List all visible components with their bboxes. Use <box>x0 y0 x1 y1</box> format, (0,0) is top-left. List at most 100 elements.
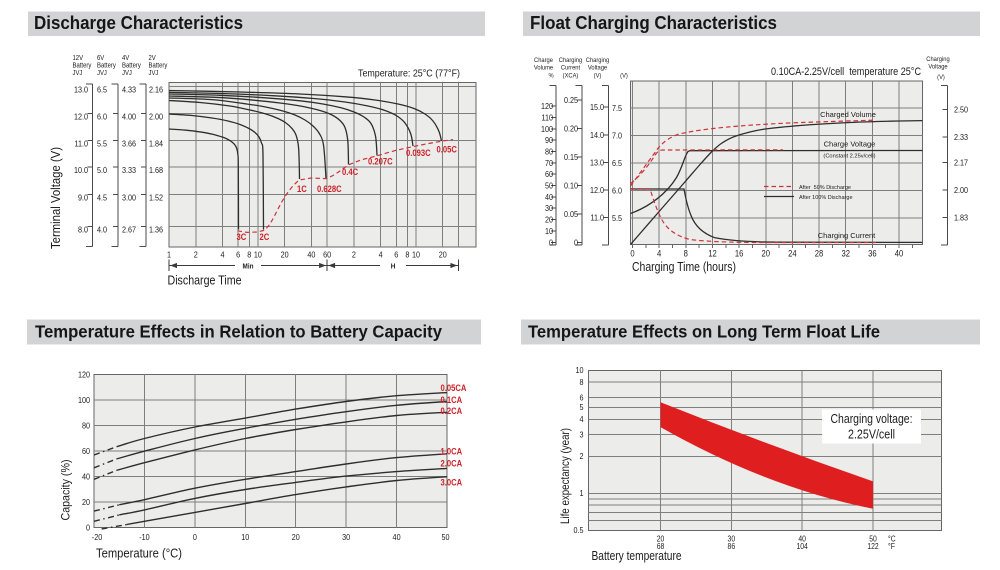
svg-text:40: 40 <box>545 192 554 202</box>
svg-text:12.0: 12.0 <box>74 112 89 122</box>
svg-text:40: 40 <box>798 534 806 544</box>
svg-text:Charging: Charging <box>559 57 583 65</box>
svg-text:Charge Voltage: Charge Voltage <box>824 139 876 148</box>
svg-text:Voltage: Voltage <box>588 64 608 72</box>
svg-text:6.5: 6.5 <box>97 85 108 95</box>
svg-text:(V): (V) <box>937 74 945 82</box>
svg-text:2.50: 2.50 <box>954 105 969 115</box>
svg-text:0: 0 <box>549 238 554 248</box>
svg-text:10: 10 <box>241 532 250 542</box>
svg-text:0.05CA: 0.05CA <box>441 382 467 393</box>
svg-text:122: 122 <box>867 541 878 551</box>
svg-text:80: 80 <box>545 147 554 157</box>
svg-text:0: 0 <box>630 248 635 259</box>
svg-text:20: 20 <box>761 248 770 259</box>
svg-text:0.093C: 0.093C <box>406 147 431 158</box>
svg-text:2.17: 2.17 <box>954 158 968 168</box>
svg-text:50: 50 <box>441 532 450 542</box>
svg-text:5.5: 5.5 <box>97 139 108 149</box>
svg-text:20: 20 <box>281 250 290 260</box>
svg-text:1.84: 1.84 <box>149 139 164 149</box>
svg-text:4: 4 <box>379 250 384 260</box>
svg-text:2: 2 <box>579 452 583 462</box>
svg-text:°F: °F <box>888 541 895 551</box>
svg-text:JVJ: JVJ <box>73 70 83 78</box>
svg-text:0.15: 0.15 <box>564 153 579 163</box>
svg-text:Charging: Charging <box>586 57 610 65</box>
svg-text:20: 20 <box>82 497 91 507</box>
svg-text:Temperature (°C): Temperature (°C) <box>96 547 182 561</box>
svg-text:Charged Volume: Charged Volume <box>820 110 876 119</box>
svg-text:0.628C: 0.628C <box>317 183 342 194</box>
svg-text:24: 24 <box>788 248 797 259</box>
svg-text:86: 86 <box>728 541 736 551</box>
svg-text:40: 40 <box>82 472 91 482</box>
svg-text:(V): (V) <box>594 72 602 80</box>
svg-text:30: 30 <box>342 532 351 542</box>
svg-text:8: 8 <box>247 250 252 260</box>
svg-text:Charging: Charging <box>926 56 950 64</box>
svg-text:40: 40 <box>307 250 316 260</box>
svg-text:40: 40 <box>393 532 402 542</box>
svg-text:Life expectancy (year): Life expectancy (year) <box>558 428 572 524</box>
svg-text:10: 10 <box>545 226 554 236</box>
svg-text:20: 20 <box>439 250 448 260</box>
svg-text:100: 100 <box>78 395 91 405</box>
svg-text:Voltage: Voltage <box>928 63 948 71</box>
svg-text:10: 10 <box>412 250 421 260</box>
svg-text:28: 28 <box>815 248 824 259</box>
svg-text:Battery: Battery <box>149 62 169 70</box>
svg-text:4: 4 <box>657 248 662 259</box>
svg-text:3C: 3C <box>237 231 247 242</box>
svg-text:20: 20 <box>292 532 301 542</box>
svg-text:JVJ: JVJ <box>97 70 107 78</box>
svg-text:5.5: 5.5 <box>612 213 623 223</box>
svg-text:2.0CA: 2.0CA <box>441 458 463 469</box>
svg-text:JVJ: JVJ <box>149 70 159 78</box>
svg-text:100: 100 <box>541 124 554 134</box>
svg-text:Charging voltage:: Charging voltage: <box>831 412 913 426</box>
svg-text:68: 68 <box>657 541 665 551</box>
svg-text:-10: -10 <box>139 532 150 542</box>
svg-text:2: 2 <box>194 250 198 260</box>
svg-text:Min: Min <box>243 263 254 271</box>
svg-text:2V: 2V <box>149 55 157 63</box>
svg-text:14.0: 14.0 <box>590 130 605 140</box>
svg-text:3.00: 3.00 <box>122 193 137 203</box>
svg-text:0.25: 0.25 <box>564 96 579 106</box>
svg-text:12: 12 <box>708 248 717 259</box>
svg-text:60: 60 <box>82 446 91 456</box>
svg-text:0.10: 0.10 <box>564 181 579 191</box>
svg-text:3: 3 <box>579 430 584 440</box>
svg-text:4V: 4V <box>122 55 130 63</box>
svg-text:6V: 6V <box>97 55 105 63</box>
svg-text:36: 36 <box>868 248 877 259</box>
svg-text:10.0: 10.0 <box>74 165 89 175</box>
svg-text:°C: °C <box>888 534 896 544</box>
svg-text:Discharge Time: Discharge Time <box>168 274 242 288</box>
svg-text:4: 4 <box>221 250 226 260</box>
svg-text:Battery temperature: Battery temperature <box>592 549 682 563</box>
svg-text:20: 20 <box>657 534 665 544</box>
svg-text:13.0: 13.0 <box>590 158 605 168</box>
svg-text:50: 50 <box>869 534 877 544</box>
svg-text:2.25V/cell: 2.25V/cell <box>848 428 895 442</box>
svg-text:110: 110 <box>541 113 553 123</box>
svg-text:5: 5 <box>579 403 584 413</box>
svg-text:4.5: 4.5 <box>97 193 108 203</box>
svg-text:After 100% Discharge: After 100% Discharge <box>799 195 853 201</box>
svg-text:0: 0 <box>574 238 579 248</box>
svg-text:80: 80 <box>82 421 91 431</box>
svg-text:7.5: 7.5 <box>612 104 623 114</box>
svg-text:(V): (V) <box>620 72 628 80</box>
svg-text:1.36: 1.36 <box>149 225 164 235</box>
svg-text:90: 90 <box>545 136 554 146</box>
svg-text:9.0: 9.0 <box>78 193 89 203</box>
svg-text:3.66: 3.66 <box>122 139 137 149</box>
svg-text:1.68: 1.68 <box>149 165 164 175</box>
svg-text:12V: 12V <box>73 55 84 63</box>
svg-text:0: 0 <box>193 532 198 542</box>
svg-text:Charging Current: Charging Current <box>818 231 876 240</box>
svg-text:2.67: 2.67 <box>122 225 136 235</box>
svg-text:1: 1 <box>579 489 583 499</box>
